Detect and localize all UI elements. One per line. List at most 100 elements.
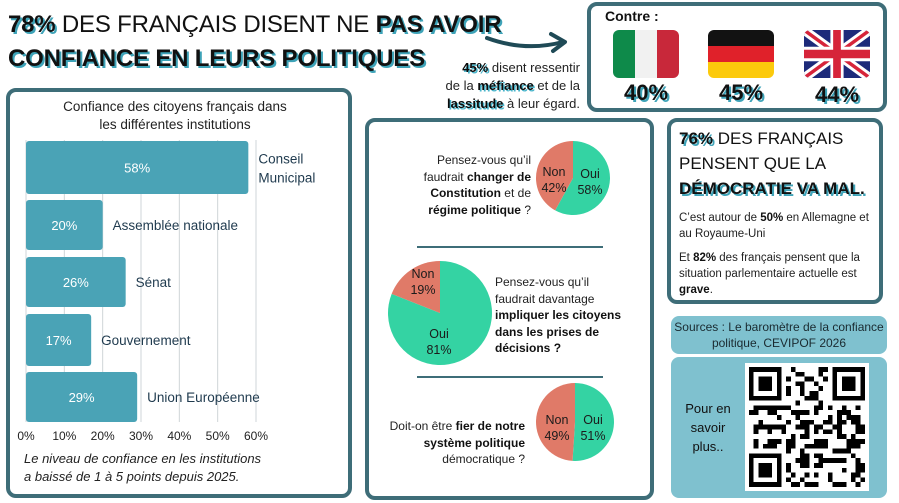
separator: [417, 376, 603, 378]
learn-more-panel: Pour en savoir plus..: [671, 357, 887, 498]
category-label: Conseil: [258, 152, 303, 167]
democracy-note-text: Et: [679, 252, 694, 264]
chart-note-line: a baissé de 1 à 5 points depuis 2025.: [24, 469, 240, 484]
question-text: ?: [520, 202, 531, 217]
pie-value: 42%: [541, 181, 566, 195]
italy-value: 40%: [623, 80, 669, 105]
pie-slice-non: [536, 141, 573, 211]
title-line-2: CONFIANCE EN LEURS POLITIQUES: [8, 45, 425, 72]
mistrust-word: lassitude: [447, 96, 504, 111]
sources-note: Sources : Le baromètre de la confiance p…: [671, 316, 887, 354]
question-text: faudrait davantage: [495, 291, 595, 306]
bar: [26, 141, 249, 194]
mistrust-word: méfiance: [477, 78, 534, 93]
democracy-note-text: des français pensent que la situation pa…: [679, 252, 860, 280]
democracy-note-2: Et 82% des français pensent que la situa…: [679, 250, 879, 298]
question-constitution: Pensez-vous qu’il faudrait changer de Cons…: [383, 152, 531, 218]
x-tick-label: 20%: [91, 429, 115, 443]
survey-panel: Pensez-vous qu’il faudrait changer de Cons…: [365, 118, 654, 500]
bar: [26, 372, 138, 422]
pie-slice-non: [391, 261, 440, 313]
question-emphasis: changer de: [466, 169, 531, 184]
category-label: Sénat: [136, 275, 172, 290]
question-line: Pensez-vous qu’il: [383, 152, 531, 169]
page-title: 78% DES FRANÇAIS DISENT NE PAS AVOIR CON…: [8, 8, 568, 76]
question-line: régime politique ?: [383, 202, 531, 219]
arrow-icon: [485, 32, 567, 53]
bar: [26, 257, 126, 307]
question-line: Constitution et de: [383, 185, 531, 202]
democracy-emphasis: DÉMOCRATIE VA MAL.: [679, 179, 865, 198]
separator: [417, 246, 603, 248]
bar-value-label: 26%: [63, 275, 89, 290]
title-pct: 78%: [8, 11, 56, 38]
question-line: impliquer les citoyens: [495, 307, 645, 324]
question-emphasis: décisions ?: [495, 341, 562, 355]
pie-value: 19%: [410, 283, 435, 297]
title-text: DES FRANÇAIS DISENT NE: [55, 11, 376, 38]
institutions-chart-panel: Confiance des citoyens français dans les…: [6, 88, 352, 498]
democracy-note-pct: 50%: [760, 212, 784, 224]
question-emphasis: impliquer les citoyens: [495, 308, 622, 322]
question-text: et de: [500, 186, 531, 200]
question-text: démocratique ?: [442, 452, 525, 466]
question-citizens: Pensez-vous qu’il faudrait davantage impli…: [495, 274, 645, 357]
democracy-note-text: en Allemagne et au Royaume-Uni: [679, 212, 869, 240]
question-line: faudrait changer de: [383, 169, 531, 186]
italy-flag-icon: [613, 30, 679, 78]
democracy-note-pct: 82%: [693, 252, 717, 264]
pie-label: Non: [412, 267, 435, 281]
mistrust-text: à leur égard.: [503, 96, 580, 111]
pie-pride: Oui 51% Non 49%: [536, 383, 614, 461]
democracy-note-1: C’est autour de 50% en Allemagne et au R…: [679, 210, 879, 242]
mistrust-text: et de la: [533, 78, 580, 93]
germany-value: 45%: [718, 80, 764, 105]
category-label: Assemblée nationale: [113, 218, 238, 233]
germany-flag-icon: [708, 30, 774, 78]
bar-value-label: 20%: [51, 218, 77, 233]
pie-label: Oui: [580, 167, 599, 181]
category-label: Municipal: [258, 171, 315, 186]
comparison-panel: Contre : 40% 45% 44%: [587, 2, 887, 112]
question-line: démocratique ?: [383, 451, 525, 468]
democracy-headline: 76% DES FRANÇAIS PENSENT QUE LA DÉMOCRAT…: [679, 126, 879, 201]
pie-value: 58%: [577, 183, 602, 197]
pie-label: Oui: [583, 413, 602, 427]
institutions-bar-chart: 0% 10% 20% 30% 40% 50% 60% 58% Conseil Municipal 2…: [17, 140, 315, 443]
pie-slice-oui: [555, 141, 610, 215]
pie-citizens: Oui 81% Non 19%: [388, 261, 492, 365]
democracy-note-text: .: [709, 284, 713, 296]
pie-value: 51%: [580, 429, 605, 443]
x-tick-label: 10%: [52, 429, 76, 443]
chart-title-line: les différentes institutions: [99, 117, 251, 132]
title-emphasis: PAS AVOIR: [375, 11, 502, 38]
question-emphasis: fier de notre: [455, 419, 525, 433]
x-tick-label: 40%: [167, 429, 191, 443]
mistrust-text: de la: [445, 78, 478, 93]
x-tick-label: 50%: [206, 429, 230, 443]
mistrust-note: 45% disent ressentir de la méfiance et d…: [410, 59, 580, 113]
qr-code-icon[interactable]: [745, 363, 869, 491]
pie-constitution: Oui 58% Non 42%: [536, 141, 610, 215]
pie-label: Oui: [429, 327, 448, 341]
bar-value-label: 17%: [46, 333, 72, 348]
question-text: Pensez-vous qu’il: [495, 275, 590, 289]
mistrust-pct: 45%: [462, 60, 489, 75]
question-emphasis: dans les prises de: [495, 324, 600, 339]
pie-value: 81%: [426, 343, 451, 357]
chart-note-line: Le niveau de confiance en les institutio…: [24, 451, 262, 466]
question-text: faudrait: [423, 169, 467, 184]
bar-value-label: 29%: [69, 390, 95, 405]
title-line-1: 78% DES FRANÇAIS DISENT NE PAS AVOIR: [8, 8, 568, 42]
category-label: Gouvernement: [101, 333, 191, 348]
pie-slice-oui: [572, 383, 614, 461]
democracy-text: DES FRANÇAIS: [713, 129, 844, 148]
bar: [26, 200, 103, 250]
x-tick-label: 60%: [244, 429, 268, 443]
question-line: Doit-on être fier de notre: [383, 418, 525, 435]
question-line: décisions ?: [495, 340, 645, 357]
comparison-label: Contre :: [605, 8, 659, 24]
question-text: Pensez-vous qu’il: [436, 153, 531, 167]
mistrust-text: disent ressentir: [488, 60, 580, 75]
democracy-note-text: C’est autour de: [679, 212, 761, 224]
